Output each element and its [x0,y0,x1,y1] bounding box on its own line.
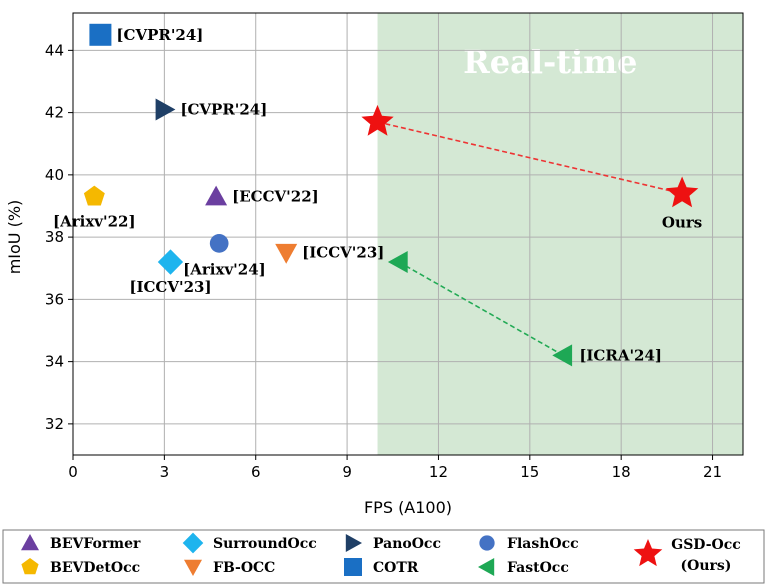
y-tick-label: 32 [45,415,64,433]
legend-label-bevformer: BEVFormer [50,536,141,552]
legend-marker-flashocc [479,535,495,551]
legend-marker-bevdetocc [21,558,39,575]
fastocc-point [552,344,573,367]
x-tick-label: 15 [520,463,539,481]
flashocc-point-label: [Arixv'24] [183,260,266,278]
gsd-occ-point [361,104,394,136]
x-tick-label: 9 [342,463,352,481]
legend-label-gsd-occ: GSD-Occ [671,537,741,553]
legend-label-panoocc: PanoOcc [373,536,441,552]
legend: BEVFormer BEVDetOcc SurroundOcc FB-OCC PanoO… [2,529,765,584]
surroundocc-point-label: [ICCV'23] [129,278,211,296]
bevdetocc-point-label: [Arixv'22] [53,213,136,231]
panoocc-point [155,98,176,121]
y-tick-label: 34 [45,353,64,371]
legend-label-surroundocc: SurroundOcc [213,536,317,552]
legend-label-cotr: COTR [373,560,419,576]
x-tick-label: 21 [703,463,722,481]
legend-marker-bevformer [21,534,39,551]
x-axis-title: FPS (A100) [364,498,452,517]
legend-label-flashocc: FlashOcc [507,536,579,552]
legend-label-fb-occ: FB-OCC [213,560,275,576]
fb-occ-point [275,243,298,264]
cotr-point [89,23,112,46]
y-tick-label: 36 [45,290,64,308]
legend-marker-gsd-occ [633,539,663,567]
gsd-occ-connection-line [377,121,683,195]
legend-label-fastocc: FastOcc [507,560,569,576]
x-tick-label: 6 [251,463,261,481]
bevdetocc-point [83,185,105,206]
flashocc-point [209,233,229,253]
legend-marker-fastocc [478,558,495,576]
y-tick-label: 38 [45,228,64,246]
gsd-occ-point-label: Ours [662,214,702,232]
realtime-region-label: Real-time [463,43,637,81]
fb-occ-point-label: [ICCV'23] [302,244,384,262]
panoocc-point-label: [CVPR'24] [180,100,267,118]
y-tick-label: 44 [45,41,64,59]
plot-frame [72,12,744,456]
legend-marker-cotr [344,558,362,576]
y-tick-label: 40 [45,166,64,184]
bevformer-point-label: [ECCV'22] [232,188,319,206]
cotr-point-label: [CVPR'24] [116,26,203,44]
surroundocc-point [157,249,184,275]
x-tick-label: 3 [160,463,170,481]
legend-marker-surroundocc [182,532,204,554]
legend-label-bevdetocc: BEVDetOcc [50,560,140,576]
fastocc-point [387,251,408,273]
fastocc-point-label: [ICRA'24] [579,346,662,364]
x-tick-label: 0 [68,463,78,481]
legend-box [2,529,765,584]
y-tick-label: 42 [45,104,64,122]
gsd-occ-point [665,176,699,208]
legend-sublabel-gsd-occ: (Ours) [681,558,732,574]
y-axis-title: mIoU (%) [5,200,24,275]
legend-marker-panoocc [345,534,362,552]
x-tick-label: 12 [429,463,448,481]
legend-marker-fb-occ [184,559,202,576]
x-tick-label: 18 [612,463,631,481]
bevformer-point [205,185,228,206]
